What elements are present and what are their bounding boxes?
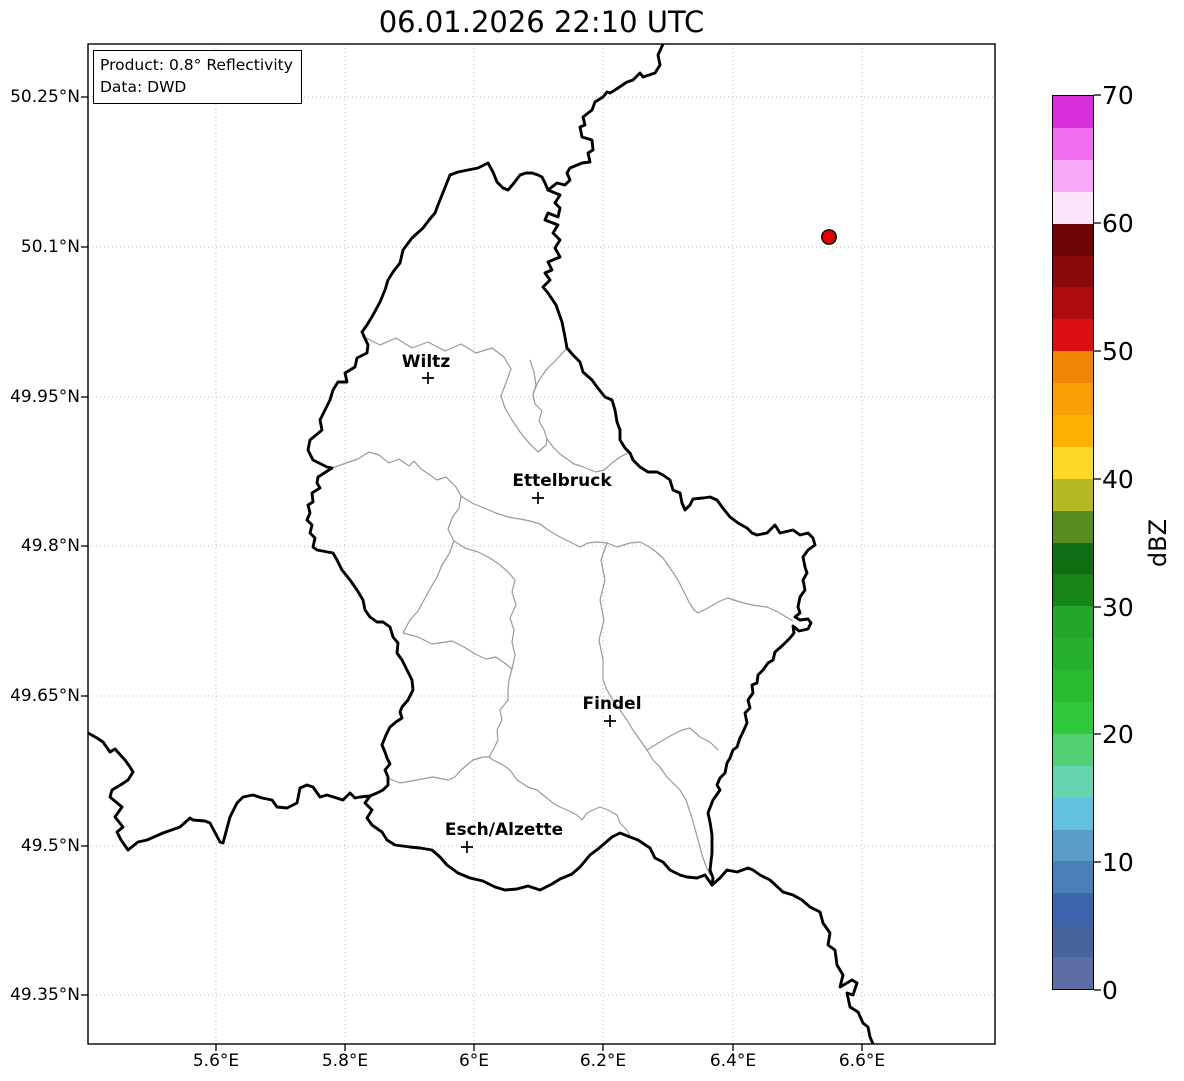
city-marker-findel [604, 715, 616, 727]
gridlines [88, 44, 995, 1044]
y-tick-label: 49.5°N [20, 836, 80, 856]
x-tick-label: 6.2°E [579, 1051, 627, 1071]
y-tick-label: 50.1°N [20, 237, 80, 257]
radar-site-dot [821, 229, 837, 245]
colorbar-tick-label: 40 [1102, 465, 1134, 494]
plot-frame [87, 43, 996, 1045]
axis-ticks [81, 96, 863, 1051]
x-tick-label: 6°E [458, 1051, 490, 1071]
y-tick-label: 49.95°N [10, 387, 80, 407]
y-tick-label: 49.65°N [10, 686, 80, 706]
city-label-ettelbruck: Ettelbruck [512, 471, 612, 491]
info-box: Product: 0.8° Reflectivity Data: DWD [93, 50, 302, 104]
colorbar-tick-label: 20 [1102, 720, 1134, 749]
city-markers [422, 372, 616, 853]
info-data-source: Data: DWD [100, 78, 187, 96]
colorbar-ticks [1094, 94, 1101, 991]
y-tick-label: 49.35°N [10, 985, 80, 1005]
border-luxembourg-west [305, 161, 490, 798]
border-luxembourg-east [541, 188, 817, 887]
border-france-germany [710, 866, 875, 1044]
info-product: Product: 0.8° Reflectivity [100, 56, 293, 74]
x-tick-label: 5.6°E [192, 1051, 240, 1071]
border-luxembourg-north [486, 161, 550, 192]
y-tick-label: 50.25°N [10, 87, 80, 107]
city-marker-ettelbruck [532, 492, 544, 504]
city-label-wiltz: Wiltz [401, 352, 451, 372]
x-tick-label: 6.4°E [709, 1051, 757, 1071]
city-marker-wiltz [422, 372, 434, 384]
border-france-belgium [88, 731, 372, 852]
district-borders [331, 335, 794, 876]
city-label-findel: Findel [582, 694, 642, 714]
x-tick-label: 5.8°E [321, 1051, 369, 1071]
colorbar-tick-label: 70 [1102, 81, 1134, 110]
colorbar-tick-label: 30 [1102, 593, 1134, 622]
colorbar-tick-label: 50 [1102, 337, 1134, 366]
colorbar-tick-label: 60 [1102, 209, 1134, 238]
x-tick-label: 6.6°E [838, 1051, 886, 1071]
country-borders [88, 44, 875, 1044]
city-label-esch: Esch/Alzette [444, 820, 564, 840]
border-luxembourg-south [363, 794, 714, 892]
city-marker-esch [461, 841, 473, 853]
colorbar-axis-label: dBZ [1144, 518, 1172, 568]
colorbar-tick-label: 10 [1102, 848, 1134, 877]
colorbar-swatches [1052, 95, 1094, 990]
y-tick-label: 49.8°N [20, 536, 80, 556]
border-belgium-germany [546, 44, 665, 192]
colorbar-tick-label: 0 [1102, 976, 1118, 1005]
figure-title: 06.01.2026 22:10 UTC [378, 5, 705, 39]
